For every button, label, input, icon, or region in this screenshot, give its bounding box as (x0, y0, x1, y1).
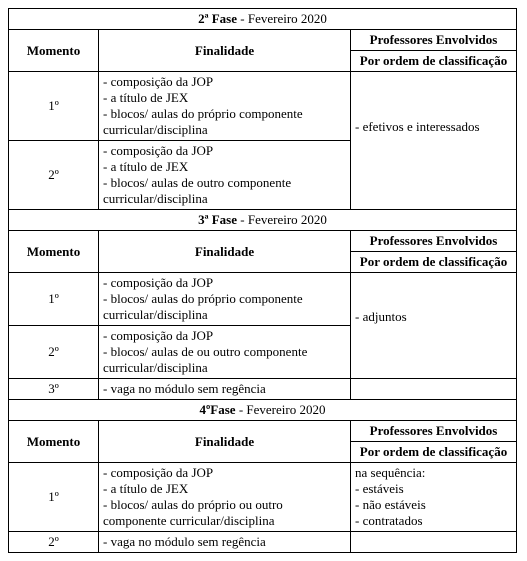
phase2-h-prof2: Por ordem de classificação (351, 51, 517, 72)
phase4-m2-label: 2º (9, 532, 99, 553)
phase2-h-momento: Momento (9, 30, 99, 72)
phase2-title-rest: - Fevereiro 2020 (237, 11, 327, 26)
phase4-title-rest: - Fevereiro 2020 (236, 402, 326, 417)
list-item: - blocos/ aulas de outro componente curr… (103, 175, 346, 207)
phase2-prof: - efetivos e interessados (351, 72, 517, 210)
list-item: - blocos/ aulas do próprio componente cu… (103, 291, 346, 323)
phase4-prof: na sequência: - estáveis - não estáveis … (351, 463, 517, 532)
phase4-h-prof2: Por ordem de classificação (351, 442, 517, 463)
list-item: - blocos/ aulas do próprio componente cu… (103, 106, 346, 138)
phase2-m2-label: 2º (9, 141, 99, 210)
phase4-title-bold: 4ºFase (200, 402, 236, 417)
list-item: - não estáveis (355, 497, 512, 513)
phase4-m1-label: 1º (9, 463, 99, 532)
list-item: - composição da JOP (103, 74, 346, 90)
list-item: na sequência: (355, 465, 512, 481)
list-item: - a título de JEX (103, 90, 346, 106)
phase4-m1-finalidade: - composição da JOP - a título de JEX - … (99, 463, 351, 532)
phase2-m1-finalidade: - composição da JOP - a título de JEX - … (99, 72, 351, 141)
phase4-h-momento: Momento (9, 421, 99, 463)
list-item: - a título de JEX (103, 159, 346, 175)
phase3-h-finalidade: Finalidade (99, 231, 351, 273)
list-item: - a título de JEX (103, 481, 346, 497)
phase4-title-cell: 4ºFase - Fevereiro 2020 (9, 400, 517, 421)
phase3-m2-label: 2º (9, 326, 99, 379)
phase3-m3-empty (351, 379, 517, 400)
phase2-h-prof1: Professores Envolvidos (351, 30, 517, 51)
list-item: - composição da JOP (103, 328, 346, 344)
phase3-m2-finalidade: - composição da JOP - blocos/ aulas de o… (99, 326, 351, 379)
list-item: - contratados (355, 513, 512, 529)
list-item: - composição da JOP (103, 143, 346, 159)
phase4-h-finalidade: Finalidade (99, 421, 351, 463)
phase4-m2-empty (351, 532, 517, 553)
list-item: - composição da JOP (103, 465, 346, 481)
phase2-title-bold: 2ª Fase (198, 11, 237, 26)
phase2-m1-label: 1º (9, 72, 99, 141)
phases-table: 2ª Fase - Fevereiro 2020 Momento Finalid… (8, 8, 517, 553)
phase3-h-prof1: Professores Envolvidos (351, 231, 517, 252)
phase2-title-cell: 2ª Fase - Fevereiro 2020 (9, 9, 517, 30)
phase3-title-rest: - Fevereiro 2020 (237, 212, 327, 227)
phase3-title-bold: 3ª Fase (198, 212, 237, 227)
phase3-h-momento: Momento (9, 231, 99, 273)
phase2-m2-finalidade: - composição da JOP - a título de JEX - … (99, 141, 351, 210)
phase3-m3-finalidade: - vaga no módulo sem regência (99, 379, 351, 400)
phase4-m2-finalidade: - vaga no módulo sem regência (99, 532, 351, 553)
phase3-title-cell: 3ª Fase - Fevereiro 2020 (9, 210, 517, 231)
phase2-h-finalidade: Finalidade (99, 30, 351, 72)
list-item: - blocos/ aulas do próprio ou outro comp… (103, 497, 346, 529)
phase3-m3-label: 3º (9, 379, 99, 400)
phase3-m1-label: 1º (9, 273, 99, 326)
phase4-h-prof1: Professores Envolvidos (351, 421, 517, 442)
list-item: - blocos/ aulas de ou outro componente c… (103, 344, 346, 376)
phase3-m1-finalidade: - composição da JOP - blocos/ aulas do p… (99, 273, 351, 326)
phase3-prof: - adjuntos (351, 273, 517, 379)
list-item: - estáveis (355, 481, 512, 497)
list-item: - composição da JOP (103, 275, 346, 291)
phase3-h-prof2: Por ordem de classificação (351, 252, 517, 273)
